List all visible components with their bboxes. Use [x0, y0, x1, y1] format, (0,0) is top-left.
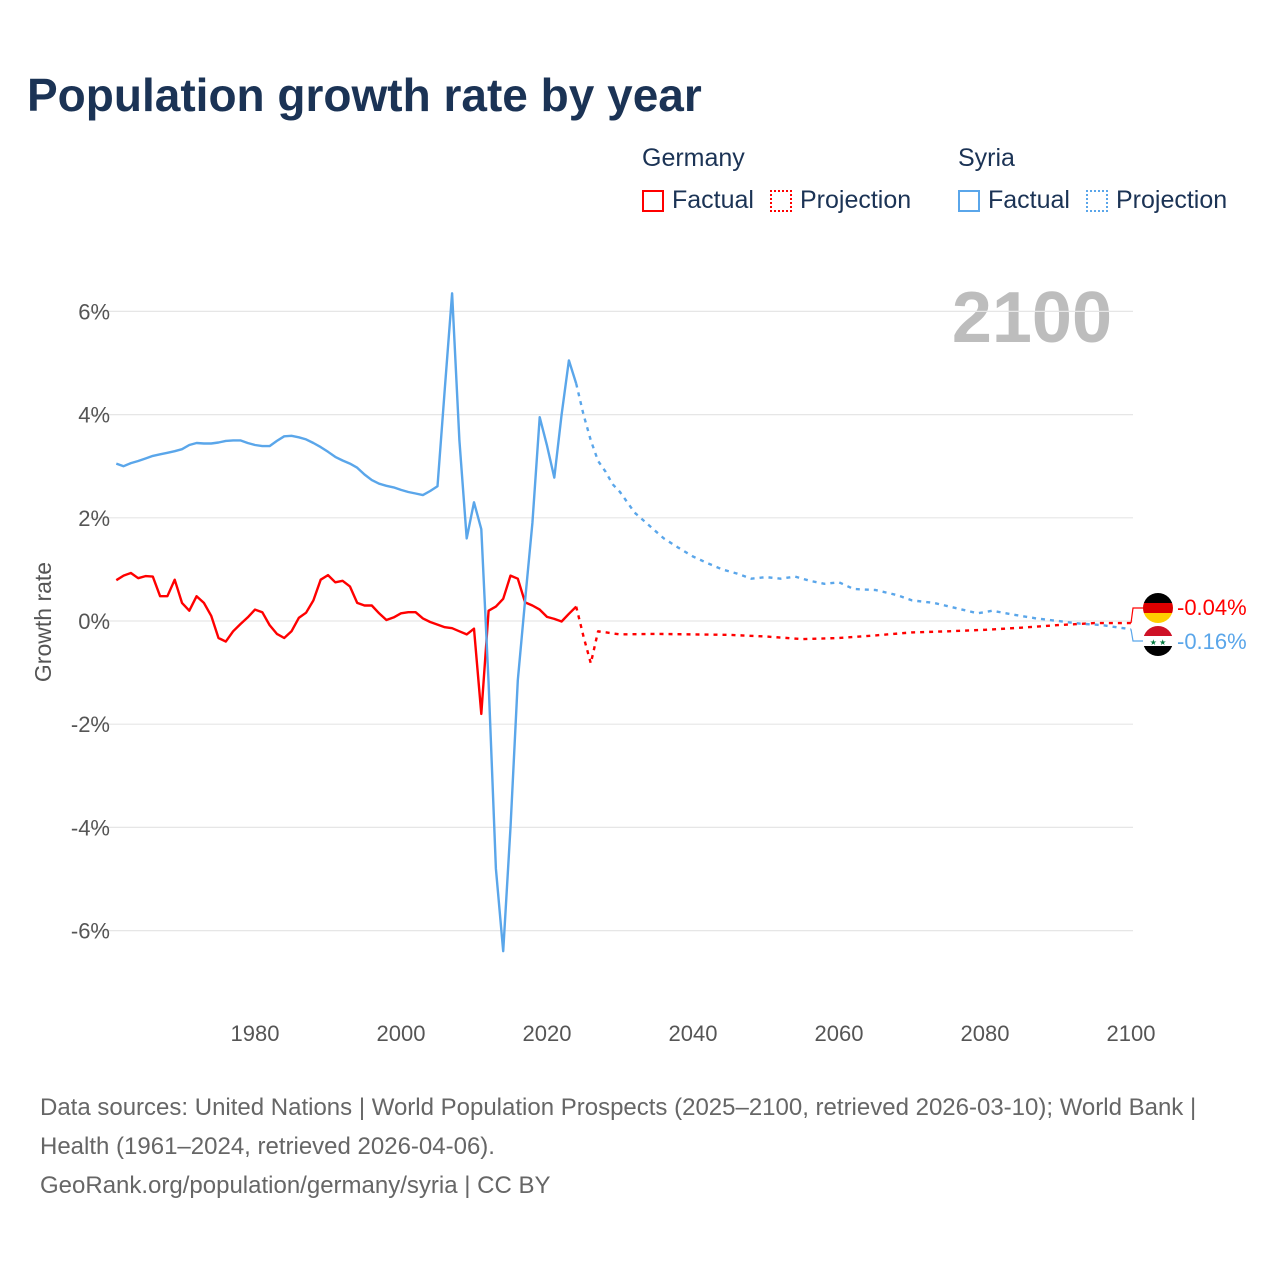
y-tick-label: 0% [78, 609, 110, 634]
flag-stars: ★ ★ [1150, 638, 1167, 647]
syria-end-value: -0.16% [1177, 629, 1247, 654]
legend-syria-projection[interactable]: Projection [1085, 186, 1228, 215]
y-tick-label: 4% [78, 403, 110, 428]
chart-title: Population growth rate by year [27, 69, 702, 121]
legend-swatch-dotted [769, 189, 792, 212]
x-tick-label: 2080 [961, 1021, 1010, 1046]
legend-germany-projection[interactable]: Projection [769, 186, 912, 215]
syria-factual-line [115, 292, 578, 953]
germany-flag-icon [1143, 593, 1173, 623]
syria-flag-icon: ★ ★ [1143, 626, 1173, 656]
flag-stripe [1143, 593, 1173, 603]
legend-swatch-dotted [1085, 189, 1108, 212]
flag-stripe [1143, 626, 1173, 636]
y-tick-label: -2% [71, 712, 110, 737]
legend-germany: Germany Factual Projection [642, 144, 927, 215]
x-tick-label: 1980 [231, 1021, 280, 1046]
year-watermark: 2100 [952, 278, 1112, 358]
legend-swatch-solid [642, 189, 664, 212]
germany-projection-line [575, 606, 1131, 665]
syria-projection-line [575, 383, 1132, 631]
legend-swatch-solid [958, 189, 980, 212]
legend-syria-factual[interactable]: Factual [958, 186, 1070, 215]
legend-label: Factual [988, 186, 1070, 214]
flag-stripe [1143, 603, 1173, 613]
y-axis-label: Growth rate [30, 562, 56, 682]
x-tick-label: 2100 [1107, 1021, 1156, 1046]
legend-label: Projection [799, 186, 912, 214]
y-tick-label: 2% [78, 506, 110, 531]
x-tick-label: 2000 [377, 1021, 426, 1046]
x-tick-label: 2040 [669, 1021, 718, 1046]
legend-syria: Syria Factual Projection [958, 144, 1227, 215]
y-tick-label: -6% [71, 919, 110, 944]
x-tick-label: 2020 [523, 1021, 572, 1046]
data-sources: Data sources: United Nations | World Pop… [40, 1094, 1197, 1160]
legend-label: Projection [1115, 186, 1228, 214]
credit-link[interactable]: GeoRank.org/population/germany/syria | C… [40, 1172, 551, 1199]
flag-stripe [1143, 636, 1173, 646]
legend-label: Factual [672, 186, 754, 214]
germany-end-value: -0.04% [1177, 595, 1247, 620]
flag-stripe [1143, 613, 1173, 623]
germany-end-connector [1130, 607, 1143, 624]
x-tick-label: 2060 [815, 1021, 864, 1046]
legend-germany-factual[interactable]: Factual [642, 186, 754, 215]
y-tick-label: 6% [78, 299, 110, 324]
flag-stripe [1143, 646, 1173, 656]
footer: Data sources: United Nations | World Pop… [40, 1088, 1240, 1205]
y-tick-label: -4% [71, 815, 110, 840]
germany-factual-line [115, 571, 578, 716]
legend-germany-title: Germany [642, 144, 745, 172]
syria-end-connector [1130, 629, 1143, 642]
legend-syria-title: Syria [958, 144, 1015, 172]
